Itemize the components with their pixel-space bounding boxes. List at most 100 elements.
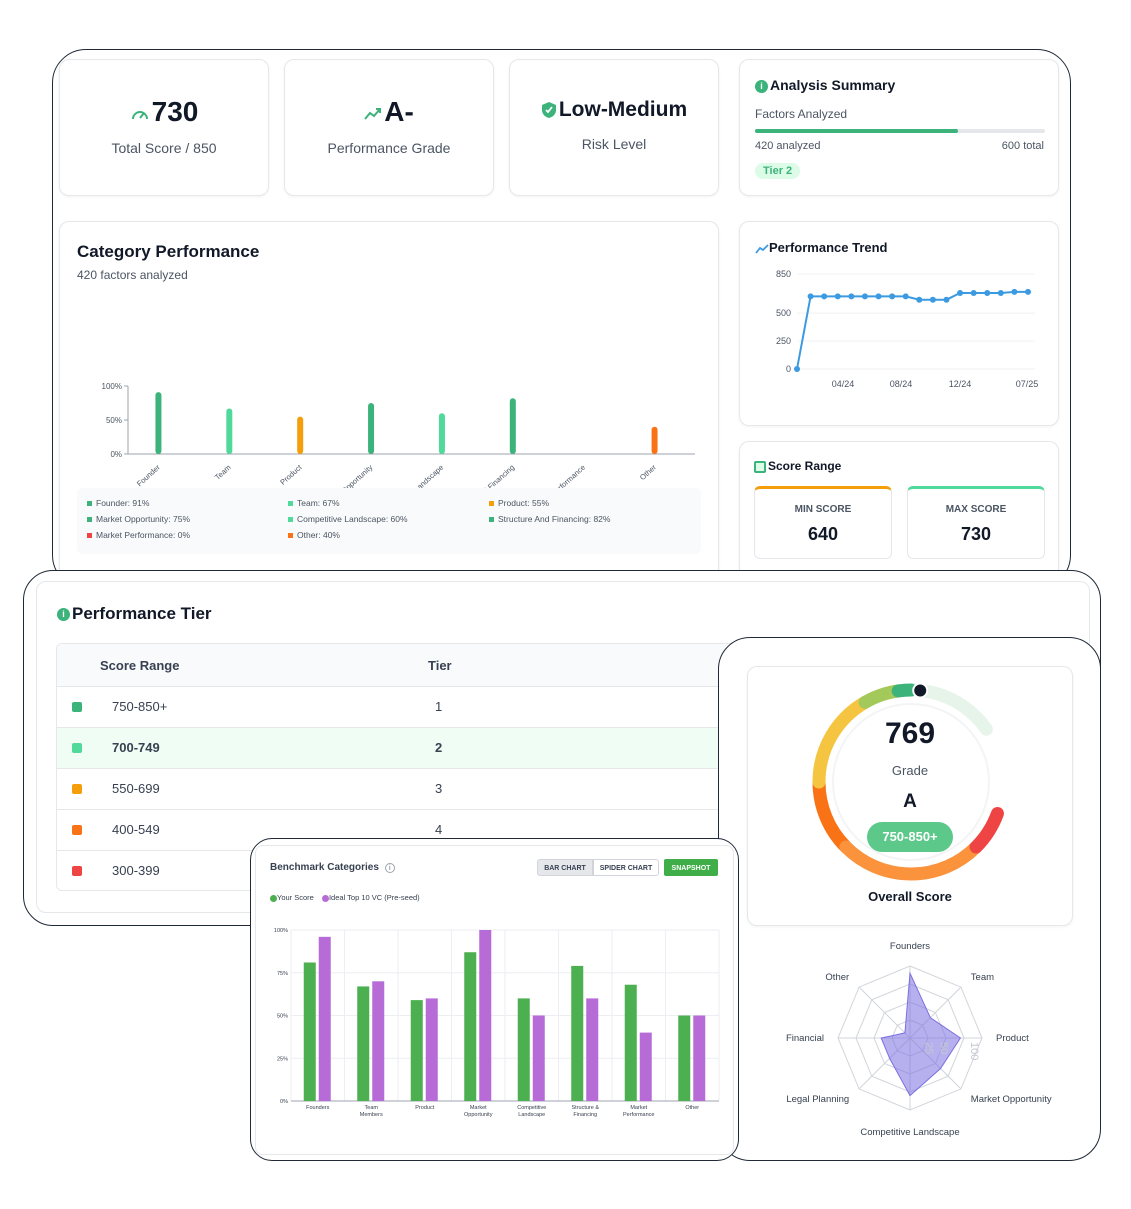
y-tick-label: 50% [106,416,122,425]
table-row: 400-549 4 [57,809,775,850]
radar-chart: 25 50 100 Founders Team Product Market Opportu… [786,941,1052,1138]
legend-item: Structure And Financing: 82% [489,514,610,524]
performance-tier-title: i Performance Tier [57,604,212,624]
max-score-box: MAX SCORE 730 [907,486,1045,559]
tier-swatch [72,743,82,753]
radar-axis-label: Team [971,972,994,983]
risk-label: Risk Level [581,136,647,152]
total-score-card: 730 Total Score / 850 [59,59,269,196]
snapshot-button[interactable]: SNAPSHOT [664,859,718,876]
gauge-seg-red [969,806,1004,854]
bar-ideal [586,998,599,1101]
bar-chart-tab[interactable]: BAR CHART [537,859,593,876]
category-performance-subtitle: 420 factors analyzed [77,268,188,282]
grade-label: Grade [891,763,929,778]
y-tick-label: 100% [102,382,122,391]
trend-up-icon [364,107,382,120]
grade-value: A [903,791,917,812]
legend-item: Competitive Landscape: 60% [288,514,408,524]
info-circle-icon: i [384,863,395,873]
category-legend: Founder: 91% Team: 67% Product: 55% Market … [77,488,701,554]
bar [226,408,233,454]
radar-axis-label: Product [996,1033,1029,1044]
trend-point [889,293,896,300]
y-tick-label: 50% [277,1014,288,1020]
risk-value: Low-Medium [510,98,718,122]
bar-your-score [517,998,530,1101]
radar-axis-label: Founders [890,941,930,952]
y-tick-label: 0% [110,450,122,459]
dashboard-panel: 730 Total Score / 850 A- Performance Gra… [52,49,1071,589]
total-count: 600 total [1001,140,1044,152]
bar [297,416,304,454]
legend-text: Market Performance: 0% [96,530,191,540]
overall-score-label: Overall Score [868,889,952,904]
analysis-summary-card: i Analysis Summary Factors Analyzed 420 a… [739,59,1059,196]
y-tick-label: 0 [786,364,791,374]
score-range-title: Score Range [754,459,841,473]
legend-item: Market Opportunity: 75% [87,514,190,524]
trend-point [861,293,868,300]
x-tick-label: 04/24 [832,379,855,389]
info-icon: i [57,608,70,622]
x-tick-label: Team Members [360,1105,383,1118]
tier-range: 300-399 [112,863,160,878]
trend-point [875,293,882,300]
x-tick-label: Product [415,1105,434,1111]
analysis-summary-title: i Analysis Summary [755,77,895,93]
trend-point [1011,288,1018,295]
legend-swatch [288,501,293,507]
performance-trend-title: Performance Trend [755,240,888,255]
x-tick-label: Market Performance [623,1105,655,1118]
range-badge: 750-850+ [867,822,953,852]
tier-swatch [72,825,82,835]
shield-icon [541,102,556,119]
grade-card: A- Performance Grade [284,59,494,196]
x-tick-label: Other [685,1105,699,1111]
spider-chart-tab[interactable]: SPIDER CHART [593,859,659,876]
x-tick-label: Structure & Financing [571,1105,599,1118]
score-gauge [812,682,1004,881]
bar-your-score [464,952,477,1101]
x-tick-label: Competitive Landscape [517,1105,546,1118]
legend-item: Other: 40% [288,530,340,540]
tier-range: 550-699 [112,781,160,796]
grade-value: A- [285,96,493,128]
min-score-label: MIN SCORE [794,504,852,515]
trend-point [1025,288,1031,295]
bar [438,413,445,454]
y-tick-label: 75% [277,971,288,977]
tier-swatch [72,866,82,876]
radar-tick-label: 25 [922,1042,934,1054]
legend-text: Product: 55% [498,498,550,508]
trend-point [807,293,814,300]
tier-number: 2 [435,740,443,755]
benchmark-legend: Your Score Ideal Top 10 VC (Pre-seed) [270,893,420,902]
tier-swatch [72,784,82,794]
gauge-icon [131,110,148,119]
x-tick-label: Other [638,462,658,482]
y-tick-label: 250 [776,336,791,346]
legend-text: Other: 40% [297,530,340,540]
total-score-label: Total Score / 850 [111,140,217,156]
bar-ideal [639,1032,652,1101]
x-tick-label: 12/24 [949,379,972,389]
performance-trend-card: Performance Trend 0 250 500 850 04/24 08/24 12… [739,221,1059,426]
legend-text: Team: 67% [297,498,340,508]
gauge-seg-green [891,683,918,698]
tier-badge: Tier 2 [755,163,801,179]
bar-your-score [571,965,584,1101]
bar-ideal [532,1015,545,1101]
max-score-label: MAX SCORE [945,504,1007,515]
bar-your-score [624,984,637,1101]
analyzed-count: 420 analyzed [755,140,821,152]
bar-ideal [372,981,385,1101]
trend-point [794,366,800,372]
bar [155,392,162,454]
max-score-value: 730 [960,524,992,544]
y-tick-label: 100% [274,928,288,934]
x-tick-label: Market Opportunity [464,1105,493,1118]
y-tick-label: 25% [277,1056,288,1062]
benchmark-chart: 0% 25% 50% 75% 100% Founders Team Members Produc… [274,928,720,1118]
trend-point [943,296,950,303]
